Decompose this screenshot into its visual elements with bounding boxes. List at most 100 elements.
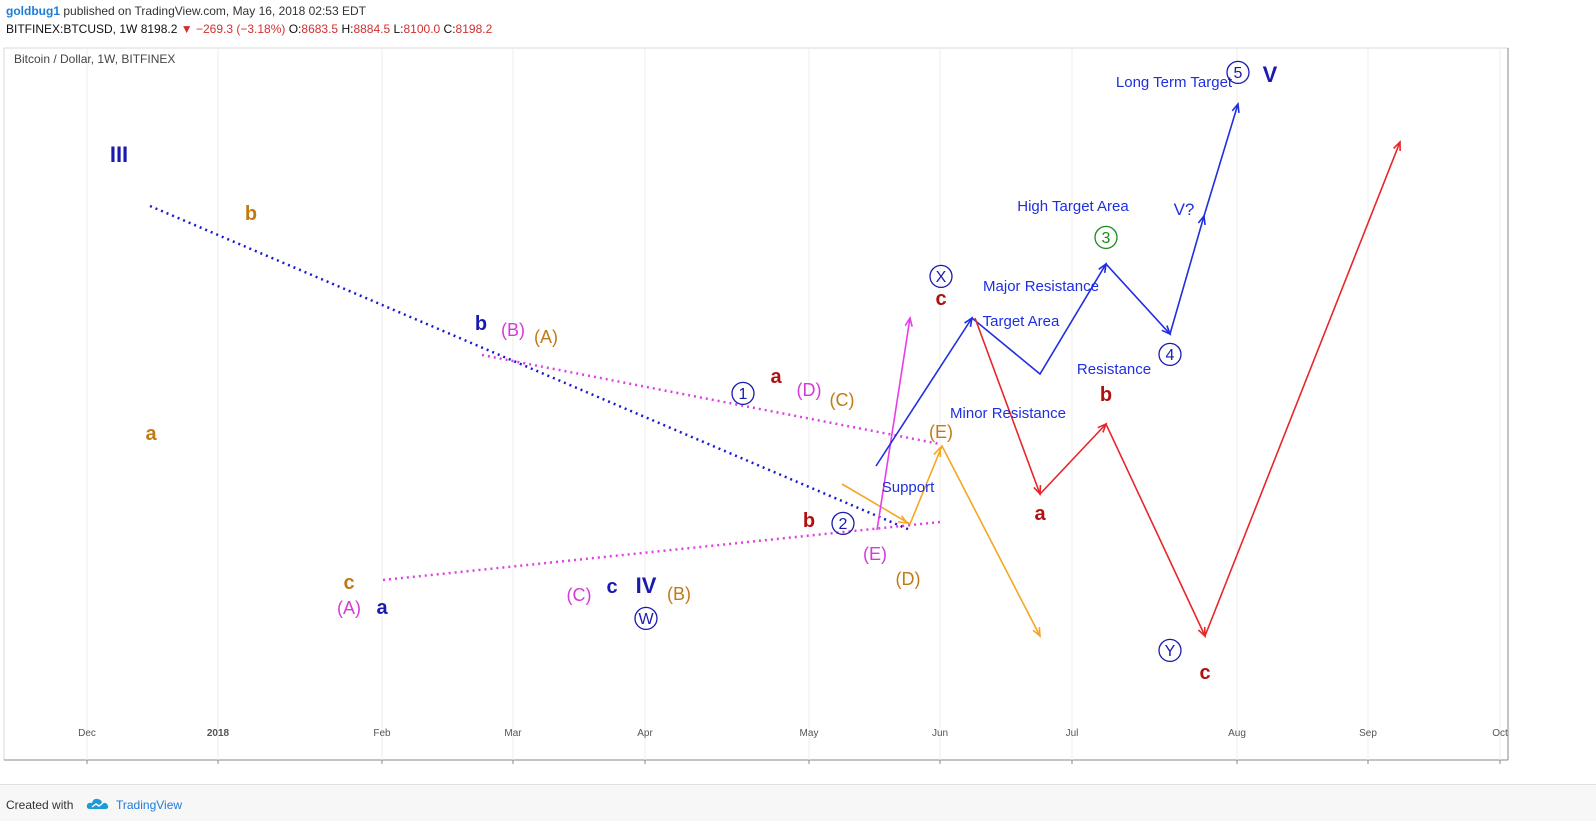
wave-label: Support	[882, 479, 935, 496]
chart-title: Bitcoin / Dollar, 1W, BITFINEX	[14, 52, 175, 66]
wave-label: c	[1199, 662, 1210, 684]
wave-label: b	[1100, 384, 1112, 406]
low-value: 8100.0	[403, 22, 441, 36]
wave-label: (A)	[337, 598, 361, 618]
wave-label: (A)	[534, 327, 558, 347]
wave-label: c	[343, 572, 354, 594]
wave-label: W	[638, 611, 654, 628]
arrow-head	[1197, 214, 1206, 226]
arrow-head	[1393, 140, 1401, 152]
x-tick-label: Dec	[78, 728, 96, 739]
arrow-head	[1231, 102, 1240, 114]
symbol-label: BITFINEX:BTCUSD, 1W	[6, 22, 138, 36]
created-with-label: Created with	[6, 798, 74, 812]
x-tick-label: Aug	[1228, 728, 1246, 739]
wave-circle	[831, 511, 855, 536]
arrow-head	[964, 316, 974, 328]
wave-circle	[929, 264, 953, 289]
wave-label: b	[475, 313, 487, 335]
x-tick-label: Sep	[1359, 728, 1377, 739]
wave-circle	[1158, 342, 1182, 367]
arrow-head	[1097, 422, 1108, 433]
wave-label: 5	[1234, 65, 1243, 82]
wave-label: a	[1034, 503, 1046, 525]
wave-label: c	[935, 288, 946, 310]
wave-label: 1	[739, 386, 748, 403]
arrow-head	[1197, 626, 1206, 638]
wave-label: (B)	[501, 320, 525, 340]
open-label: O:	[288, 22, 302, 36]
x-tick-label: Feb	[373, 728, 391, 739]
arrow-head	[1161, 325, 1172, 336]
orange-projection-path	[841, 444, 1041, 637]
wave-label: (E)	[863, 544, 887, 564]
x-tick-label: 2018	[207, 728, 230, 739]
wave-label: Major Resistance	[983, 278, 1099, 295]
tradingview-cloud-icon	[86, 798, 109, 809]
arrow-head	[1098, 262, 1108, 274]
wave-label: X	[936, 269, 947, 286]
close-value: 8198.2	[455, 22, 493, 36]
footer: Created with TradingView	[0, 784, 1596, 821]
wave-label: (B)	[667, 584, 691, 604]
wave-circle	[731, 381, 755, 406]
wave-label: (E)	[929, 422, 953, 442]
x-tick-label: Jul	[1066, 728, 1079, 739]
wave-circle	[1226, 60, 1250, 85]
low-label: L:	[393, 22, 404, 36]
wave-label: V	[1263, 62, 1278, 87]
x-tick-label: Apr	[637, 728, 653, 739]
wave-circle	[1094, 225, 1118, 250]
wave-label: Resistance	[1077, 361, 1151, 378]
close-label: C:	[443, 22, 456, 36]
x-tick-label: Jun	[932, 728, 948, 739]
wave-label: Target Area	[983, 313, 1060, 330]
publish-line: goldbug1 published on TradingView.com, M…	[6, 4, 366, 18]
arrow-head	[1032, 626, 1041, 638]
wave-label: (D)	[896, 569, 921, 589]
high-label: H:	[341, 22, 354, 36]
wave-label: a	[145, 423, 157, 445]
wave-label: High Target Area	[1017, 198, 1129, 215]
arrow-head	[904, 315, 913, 327]
wave-label: (D)	[797, 380, 822, 400]
wave-label: Minor Resistance	[950, 405, 1066, 422]
wave-label: a	[376, 597, 388, 619]
wave-label: 4	[1166, 347, 1175, 364]
high-value: 8884.5	[353, 22, 391, 36]
x-tick-label: Oct	[1492, 728, 1508, 739]
plot-area[interactable]	[3, 47, 1509, 761]
wave-label: b	[803, 510, 815, 532]
wave-label: a	[770, 366, 782, 388]
publish-info: published on TradingView.com, May 16, 20…	[63, 4, 366, 18]
wave-label: 2	[839, 516, 848, 533]
wave-label: c	[606, 576, 617, 598]
arrow-head	[933, 446, 942, 458]
arrow-head	[1033, 484, 1042, 496]
wave-circle	[1158, 638, 1182, 663]
down-arrow-icon: ▼	[180, 22, 193, 36]
price-change: −269.3 (−3.18%)	[195, 22, 286, 36]
wave-label: V?	[1174, 200, 1195, 219]
magenta-projection-path	[876, 317, 911, 531]
wave-label: IV	[636, 573, 657, 598]
author-name[interactable]: goldbug1	[6, 4, 60, 18]
tradingview-link[interactable]: TradingView	[116, 798, 183, 812]
wave-label: III	[110, 142, 128, 167]
last-price: 8198.2	[140, 22, 178, 36]
price-chart[interactable]: 30000.026000.023000.021000.019000.017000…	[0, 42, 1596, 784]
wave-label: 3	[1102, 230, 1111, 247]
chart-header: goldbug1 published on TradingView.com, M…	[0, 0, 1596, 42]
arrow-head	[897, 515, 909, 525]
ohlc-line: BITFINEX:BTCUSD, 1W 8198.2 ▼ −269.3 (−3.…	[6, 22, 492, 36]
open-value: 8683.5	[301, 22, 339, 36]
x-tick-label: May	[800, 728, 819, 739]
x-tick-label: Mar	[504, 728, 522, 739]
wave-label: Long Term Target	[1116, 74, 1233, 91]
wave-label: Y	[1165, 643, 1176, 660]
wave-label: (C)	[567, 585, 592, 605]
price-axis[interactable]	[1508, 42, 1596, 784]
wave-label: b	[245, 203, 257, 225]
wave-label: (C)	[830, 390, 855, 410]
